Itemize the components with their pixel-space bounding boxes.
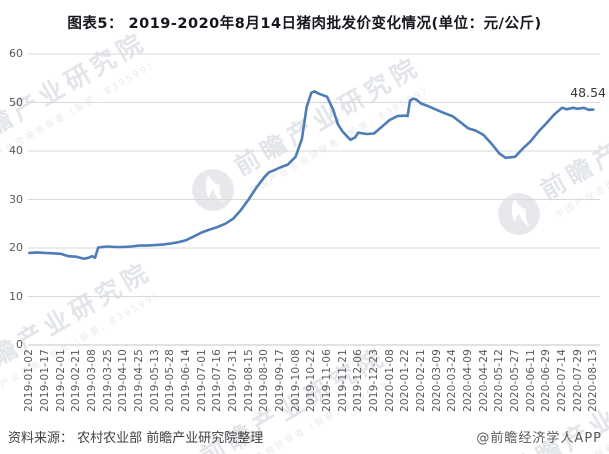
y-axis-label: 0 [16,338,23,351]
x-axis-label: 2019-12-06 [352,348,365,412]
x-axis-label: 2020-01-22 [399,348,412,412]
x-axis-label: 2020-03-09 [430,348,443,412]
x-axis-label: 2020-01-08 [383,348,396,412]
x-axis-label: 2020-05-12 [493,348,506,412]
x-axis-label: 2019-11-06 [320,348,333,412]
x-axis-label: 2019-06-14 [179,348,192,412]
x-axis-label: 2019-04-25 [132,348,145,412]
x-axis-label: 2020-07-29 [571,348,584,412]
x-axis-label: 2020-08-13 [587,348,600,412]
source-note: 资料来源： 农村农业部 前瞻产业研究院整理 [8,431,264,446]
x-axis-label: 2019-03-08 [85,348,98,412]
y-axis-label: 50 [9,95,23,109]
x-axis-label: 2019-09-17 [273,348,286,412]
x-axis-label: 2019-05-13 [148,348,161,412]
x-axis-label: 2019-10-22 [305,348,318,412]
x-axis-label: 2020-03-24 [446,348,459,412]
x-axis-label: 2019-07-16 [211,348,224,412]
x-axis-label: 2020-04-24 [477,348,490,412]
y-axis-label: 40 [9,144,23,157]
x-axis-label: 2019-05-28 [164,348,177,412]
x-axis-label: 2019-07-31 [226,348,239,412]
x-axis-label: 2020-02-21 [414,348,427,412]
x-axis-label: 2020-05-27 [508,348,521,412]
x-axis-label: 2020-06-11 [524,348,537,412]
y-axis-label: 10 [9,289,23,303]
credit-note: @前瞻经济学人APP [476,431,602,446]
y-axis-label: 60 [9,47,23,60]
x-axis-label: 2019-03-25 [101,348,114,412]
x-axis-label: 2019-02-21 [70,348,83,412]
chart-title: 图表5： 2019-2020年8月14日猪肉批发价变化情况(单位：元/公斤) [67,16,542,32]
last-point-data-label: 48.54 [570,85,606,100]
x-axis-label: 2019-01-17 [38,348,51,412]
x-axis-label: 2019-02-01 [54,348,67,412]
x-axis-label: 2019-11-21 [336,348,349,412]
x-axis-label: 2019-08-15 [242,348,255,412]
price-series-line [27,90,595,261]
x-axis-label: 2019-04-10 [117,348,130,412]
x-axis-label: 2020-04-09 [461,348,474,412]
x-axis-label: 2019-12-23 [367,348,380,412]
x-axis-label: 2020-06-29 [540,348,553,412]
x-axis-label: 2019-08-30 [258,348,271,412]
x-axis-label: 2019-07-01 [195,348,208,412]
x-axis-label: 2019-10-08 [289,348,302,412]
x-axis-label: 2020-07-14 [555,348,568,412]
x-axis-label: 2019-01-02 [23,348,36,412]
y-axis-label: 30 [9,192,23,206]
y-axis-label: 20 [9,241,23,254]
